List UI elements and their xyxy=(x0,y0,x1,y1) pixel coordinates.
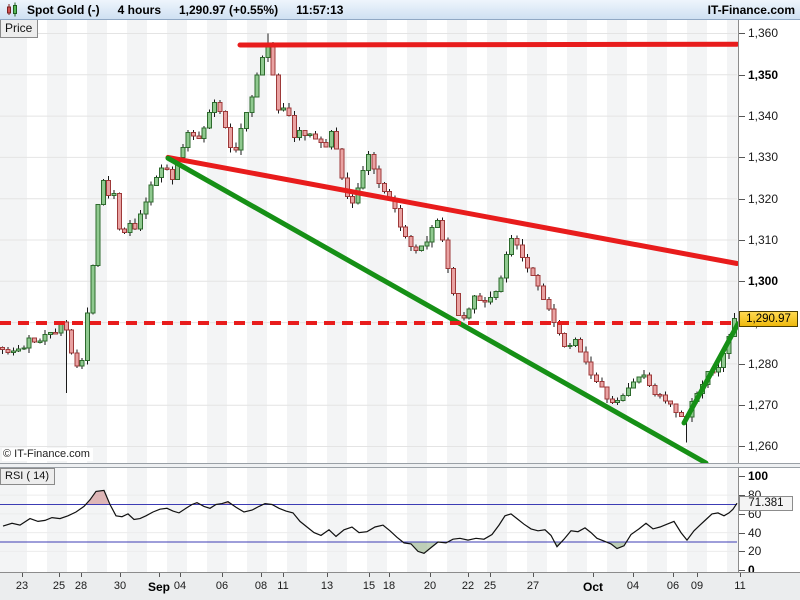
time-axis-tick xyxy=(430,573,431,577)
time-axis-label: 06 xyxy=(666,580,680,592)
time-axis-tick xyxy=(22,573,23,577)
price-axis-tick xyxy=(739,116,745,118)
price-axis-label: 1,270 xyxy=(748,398,779,413)
price-axis-label: 1,340 xyxy=(748,109,779,124)
price-axis-tick xyxy=(739,281,745,283)
price-axis-label: 1,320 xyxy=(748,191,779,206)
time-axis-tick xyxy=(593,573,594,577)
time-axis-label: 22 xyxy=(461,580,475,592)
tab-price[interactable]: Price xyxy=(0,19,39,38)
time-axis-tick xyxy=(369,573,370,577)
time-axis-label: 13 xyxy=(320,580,334,592)
tab-rsi[interactable]: RSI ( 14) xyxy=(0,468,56,485)
time-axis-label: 06 xyxy=(215,580,229,592)
time-axis-label: 30 xyxy=(113,580,127,592)
time-axis-label: 18 xyxy=(382,580,396,592)
time-axis-tick xyxy=(697,573,698,577)
title-bar: Spot Gold (-) 4 hours 1,290.97 (+0.55%) … xyxy=(0,0,800,20)
time-axis-label: 20 xyxy=(423,580,437,592)
price-axis-tick xyxy=(739,239,745,241)
session-stripes-background xyxy=(0,19,738,572)
time-axis-tick xyxy=(81,573,82,577)
time-axis-tick xyxy=(490,573,491,577)
last-price-tag: 1,290.97 xyxy=(739,311,798,327)
time-axis-label: 25 xyxy=(483,580,497,592)
watermark: © IT-Finance.com xyxy=(2,448,93,461)
trendline-green-downtrend xyxy=(165,155,709,463)
last-quote: 1,290.97 (+0.55%) xyxy=(179,2,279,17)
rsi-oversold-fill xyxy=(402,542,627,554)
rsi-axis-label: 40 xyxy=(748,525,762,540)
time-axis-label: 27 xyxy=(526,580,540,592)
rsi-axis-label: 0 xyxy=(748,563,755,578)
time-axis-label: 25 xyxy=(52,580,66,592)
time-axis-label: 15 xyxy=(362,580,376,592)
rsi-axis-tick xyxy=(739,513,745,515)
rsi-axis-tick xyxy=(739,551,745,553)
clock: 11:57:13 xyxy=(296,2,344,17)
time-axis-tick xyxy=(633,573,634,577)
time-axis-tick xyxy=(389,573,390,577)
time-axis-label: 11 xyxy=(734,580,746,592)
time-axis[interactable]: 23 25 28 30 Sep 04 06 08 11 13 15 18 20 22 25 27 Oct 04 06… xyxy=(0,572,800,600)
candlestick-icon xyxy=(7,2,17,17)
time-axis-tick xyxy=(222,573,223,577)
time-axis-tick xyxy=(533,573,534,577)
time-axis-label: 28 xyxy=(74,580,88,592)
rsi-chart[interactable] xyxy=(0,467,738,572)
rsi-axis-label: 100 xyxy=(748,469,769,484)
rsi-axis-tick xyxy=(739,532,745,534)
time-axis-tick xyxy=(159,573,160,577)
price-axis-label: 1,350 xyxy=(748,67,779,82)
time-axis-tick xyxy=(283,573,284,577)
time-axis-label: 23 xyxy=(15,580,29,592)
price-axis-tick xyxy=(739,198,745,200)
brand-label: IT-Finance.com xyxy=(707,2,795,17)
price-axis-tick xyxy=(739,33,745,35)
price-axis-label: 1,300 xyxy=(748,274,779,289)
price-axis-tick xyxy=(739,363,745,365)
instrument-title: Spot Gold (-) xyxy=(27,2,100,17)
trendline-resistance xyxy=(237,41,738,48)
price-axis-label: 1,310 xyxy=(748,232,779,247)
time-axis-tick xyxy=(468,573,469,577)
rsi-line xyxy=(2,489,738,554)
time-axis-label: Sep xyxy=(147,580,171,594)
time-axis-tick xyxy=(261,573,262,577)
time-axis-label: 04 xyxy=(173,580,187,592)
price-axis-tick xyxy=(739,157,745,159)
time-axis-label: 11 xyxy=(277,580,289,592)
time-axis-tick xyxy=(59,573,60,577)
time-axis-label: 04 xyxy=(626,580,640,592)
rsi-axis-tick xyxy=(739,476,745,478)
price-axis-tick xyxy=(739,405,745,407)
price-chart[interactable] xyxy=(0,19,738,463)
time-axis-label: Oct xyxy=(582,580,604,594)
value-axis[interactable]: 1,360 1,350 1,340 1,330 1,320 1,310 1,300 1,290… xyxy=(738,19,800,577)
rsi-value-tag: 71.381 xyxy=(739,496,793,511)
price-axis-label: 1,360 xyxy=(748,26,779,41)
time-axis-tick xyxy=(673,573,674,577)
trendline-green-uptrend xyxy=(681,321,738,426)
candles-layer xyxy=(0,33,737,443)
time-axis-label: 08 xyxy=(254,580,268,592)
price-axis-tick xyxy=(739,74,745,76)
trendline-red-downtrend xyxy=(165,154,738,266)
time-axis-tick xyxy=(180,573,181,577)
rsi-axis-tick xyxy=(739,495,745,497)
price-axis-label: 1,280 xyxy=(748,356,779,371)
time-axis-tick xyxy=(327,573,328,577)
price-axis-label: 1,330 xyxy=(748,150,779,165)
timeframe-label: 4 hours xyxy=(117,2,161,17)
time-axis-tick xyxy=(740,573,741,577)
rsi-axis-label: 20 xyxy=(748,544,762,559)
price-axis-tick xyxy=(739,446,745,448)
time-axis-tick xyxy=(120,573,121,577)
time-axis-label: 09 xyxy=(690,580,704,592)
panel-separator[interactable] xyxy=(0,463,800,468)
price-axis-label: 1,260 xyxy=(748,439,779,454)
rsi-axis-tick xyxy=(739,570,745,572)
